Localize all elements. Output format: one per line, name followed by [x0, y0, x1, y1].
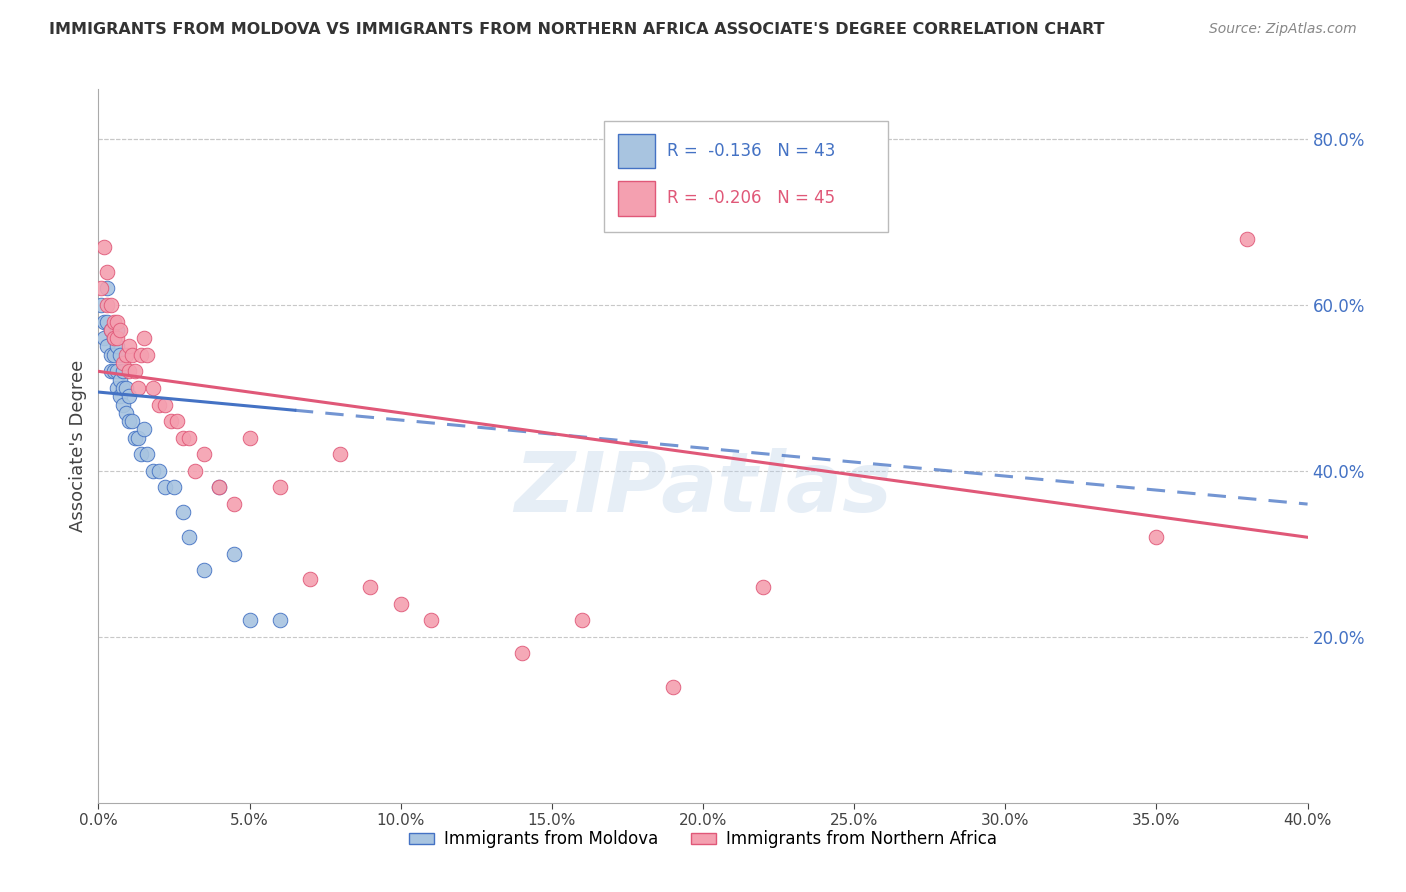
Point [118, 414, 141, 428]
Point [100, 348, 122, 362]
Point [389, 597, 412, 611]
Point [129, 447, 152, 461]
Point [100, 323, 122, 337]
Point [153, 481, 176, 495]
Point [224, 547, 246, 561]
Point [118, 364, 141, 378]
Point [179, 530, 201, 544]
Point [129, 348, 152, 362]
Point [96, 298, 118, 312]
FancyBboxPatch shape [603, 121, 889, 232]
Point [420, 613, 443, 627]
Text: R =  -0.206   N = 45: R = -0.206 N = 45 [666, 189, 835, 207]
Point [96, 314, 118, 328]
Point [752, 580, 775, 594]
Point [1144, 530, 1167, 544]
Point [571, 613, 593, 627]
Point [114, 406, 136, 420]
Point [103, 364, 125, 378]
Point [132, 331, 155, 345]
Point [105, 364, 128, 378]
Point [135, 447, 157, 461]
Point [224, 497, 246, 511]
Point [118, 339, 141, 353]
Point [111, 356, 134, 370]
Point [184, 464, 207, 478]
Point [239, 613, 262, 627]
Point [111, 364, 134, 378]
Point [90, 281, 112, 295]
Point [661, 680, 683, 694]
Text: R =  -0.136   N = 43: R = -0.136 N = 43 [666, 143, 835, 161]
Point [299, 572, 322, 586]
Point [121, 414, 143, 428]
Point [127, 431, 149, 445]
Point [148, 464, 170, 478]
Point [179, 431, 201, 445]
Point [108, 323, 131, 337]
Point [111, 381, 134, 395]
Legend: Immigrants from Moldova, Immigrants from Northern Africa: Immigrants from Moldova, Immigrants from… [402, 824, 1004, 855]
Point [114, 348, 136, 362]
Point [208, 481, 231, 495]
Point [111, 397, 134, 411]
Point [193, 564, 215, 578]
Point [142, 381, 165, 395]
Text: ZIPatlas: ZIPatlas [515, 449, 891, 529]
Point [329, 447, 352, 461]
Point [121, 348, 143, 362]
Point [142, 464, 165, 478]
Point [103, 314, 125, 328]
Text: IMMIGRANTS FROM MOLDOVA VS IMMIGRANTS FROM NORTHERN AFRICA ASSOCIATE'S DEGREE CO: IMMIGRANTS FROM MOLDOVA VS IMMIGRANTS FR… [49, 22, 1105, 37]
Point [93, 314, 115, 328]
Point [96, 265, 118, 279]
Point [208, 481, 231, 495]
Point [239, 431, 262, 445]
Point [103, 348, 125, 362]
Point [135, 348, 157, 362]
Point [105, 314, 128, 328]
FancyBboxPatch shape [619, 181, 655, 216]
Point [160, 414, 183, 428]
Point [124, 364, 146, 378]
Point [93, 331, 115, 345]
Point [1236, 231, 1258, 245]
Text: Source: ZipAtlas.com: Source: ZipAtlas.com [1209, 22, 1357, 37]
Point [163, 481, 186, 495]
Point [100, 298, 122, 312]
Point [124, 431, 146, 445]
Point [127, 381, 149, 395]
Point [108, 389, 131, 403]
Point [105, 323, 128, 337]
Point [96, 339, 118, 353]
Y-axis label: Associate's Degree: Associate's Degree [69, 359, 87, 533]
Point [103, 331, 125, 345]
Point [100, 364, 122, 378]
Point [100, 323, 122, 337]
Point [193, 447, 215, 461]
Point [105, 381, 128, 395]
Point [360, 580, 382, 594]
Point [90, 298, 112, 312]
Point [114, 381, 136, 395]
Point [166, 414, 188, 428]
Point [93, 240, 115, 254]
Point [153, 397, 176, 411]
Point [118, 389, 141, 403]
Point [132, 422, 155, 436]
Point [105, 331, 128, 345]
Point [103, 331, 125, 345]
Point [172, 505, 194, 519]
Point [105, 339, 128, 353]
Point [269, 613, 291, 627]
Point [108, 348, 131, 362]
Point [269, 481, 291, 495]
Point [108, 373, 131, 387]
FancyBboxPatch shape [619, 134, 655, 169]
Point [148, 397, 170, 411]
Point [510, 647, 533, 661]
Point [96, 281, 118, 295]
Point [172, 431, 194, 445]
